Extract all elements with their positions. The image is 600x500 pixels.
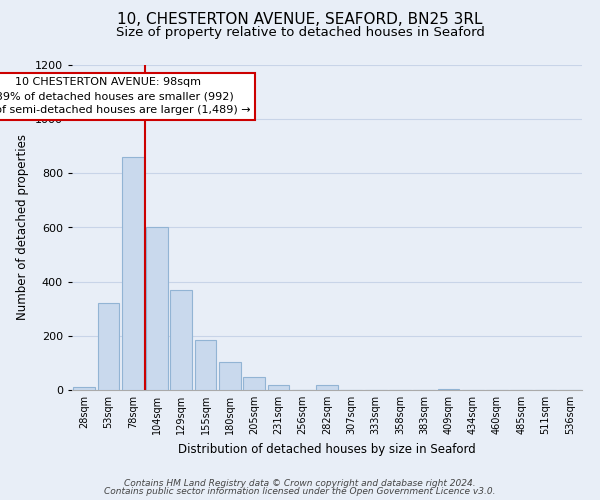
Text: Contains HM Land Registry data © Crown copyright and database right 2024.: Contains HM Land Registry data © Crown c… [124, 478, 476, 488]
Bar [437, 388, 460, 390]
Text: Size of property relative to detached houses in Seaford: Size of property relative to detached ho… [116, 26, 484, 39]
Text: Contains public sector information licensed under the Open Government Licence v3: Contains public sector information licen… [104, 487, 496, 496]
Bar [170, 290, 192, 390]
X-axis label: Distribution of detached houses by size in Seaford: Distribution of detached houses by size … [178, 442, 476, 456]
Bar [73, 388, 95, 390]
Text: 10, CHESTERTON AVENUE, SEAFORD, BN25 3RL: 10, CHESTERTON AVENUE, SEAFORD, BN25 3RL [117, 12, 483, 28]
Bar [219, 362, 241, 390]
Bar [268, 384, 289, 390]
Bar [122, 157, 143, 390]
Bar [146, 228, 168, 390]
Text: 10 CHESTERTON AVENUE: 98sqm
← 39% of detached houses are smaller (992)
59% of se: 10 CHESTERTON AVENUE: 98sqm ← 39% of det… [0, 77, 250, 115]
Bar [243, 378, 265, 390]
Bar [316, 384, 338, 390]
Bar [194, 340, 217, 390]
Y-axis label: Number of detached properties: Number of detached properties [16, 134, 29, 320]
Bar [97, 304, 119, 390]
